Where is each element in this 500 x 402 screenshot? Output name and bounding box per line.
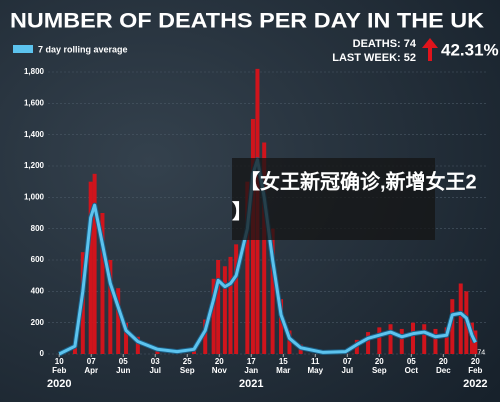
x-tick-label: 20 (439, 357, 448, 366)
overlay-box (232, 158, 435, 240)
bar (211, 278, 216, 354)
x-tick-month: Jan (244, 366, 258, 375)
x-tick-month: Apr (84, 366, 98, 375)
x-tick-month: Jun (116, 366, 130, 375)
y-tick-label: 1,200 (24, 161, 45, 170)
bar (433, 328, 438, 354)
bar (108, 260, 113, 354)
annotation: DEATHS: 74 (353, 38, 417, 50)
bar (444, 327, 449, 354)
bar (399, 328, 404, 354)
end-label: 74 (477, 349, 485, 356)
x-tick-month: Dec (436, 366, 451, 375)
year-label: 2022 (463, 378, 487, 390)
x-tick-month: Feb (468, 366, 482, 375)
annotation: LAST WEEK: 52 (332, 52, 416, 64)
x-tick-label: 20 (375, 357, 384, 366)
bar (92, 173, 97, 354)
x-tick-label: 17 (247, 357, 256, 366)
x-tick-label: 20 (215, 357, 224, 366)
y-tick-label: 400 (31, 286, 45, 295)
y-tick-label: 0 (40, 349, 45, 358)
x-tick-label: 15 (279, 357, 288, 366)
y-tick-label: 200 (31, 318, 45, 327)
year-label: 2020 (47, 378, 71, 390)
x-tick-label: 03 (151, 357, 160, 366)
bar (245, 181, 250, 354)
bar (262, 142, 267, 354)
bar (388, 324, 393, 354)
bar (116, 288, 121, 354)
up-arrow (422, 38, 438, 61)
overlay-text: 【女王新冠确诊,新增女王2 (240, 169, 477, 193)
bar (287, 330, 292, 354)
legend-swatch (13, 45, 33, 53)
bar (366, 332, 371, 354)
x-tick-label: 25 (183, 357, 192, 366)
bar (203, 319, 208, 354)
annotation: 42.31% (441, 40, 499, 59)
bar (270, 228, 275, 354)
x-tick-label: 05 (407, 357, 416, 366)
x-tick-month: Jul (342, 366, 354, 375)
y-tick-label: 1,000 (24, 192, 45, 201)
x-tick-month: Nov (212, 366, 228, 375)
bar (100, 213, 105, 354)
overlay-text: 】 (232, 200, 252, 223)
bar (124, 322, 129, 354)
y-tick-label: 600 (31, 255, 45, 264)
bar (135, 336, 140, 354)
bar (228, 256, 233, 354)
bar (216, 260, 221, 354)
x-tick-month: Oct (405, 366, 419, 375)
year-label: 2021 (239, 378, 263, 390)
chart-title: NUMBER OF DEATHS PER DAY IN THE UK (10, 10, 484, 33)
bar (222, 266, 227, 354)
x-tick-month: Jul (149, 366, 161, 375)
x-tick-month: Mar (276, 366, 290, 375)
x-tick-month: Feb (52, 366, 66, 375)
bar (88, 181, 93, 354)
x-tick-label: 11 (311, 357, 320, 366)
bar (279, 299, 284, 354)
bar (234, 244, 239, 354)
bar (411, 322, 415, 354)
x-tick-label: 10 (55, 357, 64, 366)
y-tick-label: 1,800 (24, 67, 45, 76)
x-tick-month: Sep (180, 366, 195, 375)
x-tick-label: 07 (343, 357, 352, 366)
bar (450, 299, 455, 354)
x-tick-month: May (308, 366, 324, 375)
bar (422, 324, 427, 354)
x-tick-label: 20 (471, 357, 480, 366)
y-tick-label: 800 (31, 224, 45, 233)
x-tick-label: 07 (87, 357, 96, 366)
y-tick-label: 1,600 (24, 98, 45, 107)
x-tick-label: 05 (119, 357, 128, 366)
y-tick-label: 1,400 (24, 130, 45, 139)
bar (377, 327, 382, 354)
x-tick-month: Sep (372, 366, 387, 375)
legend-label: 7 day rolling average (38, 44, 128, 54)
bar (458, 283, 463, 354)
